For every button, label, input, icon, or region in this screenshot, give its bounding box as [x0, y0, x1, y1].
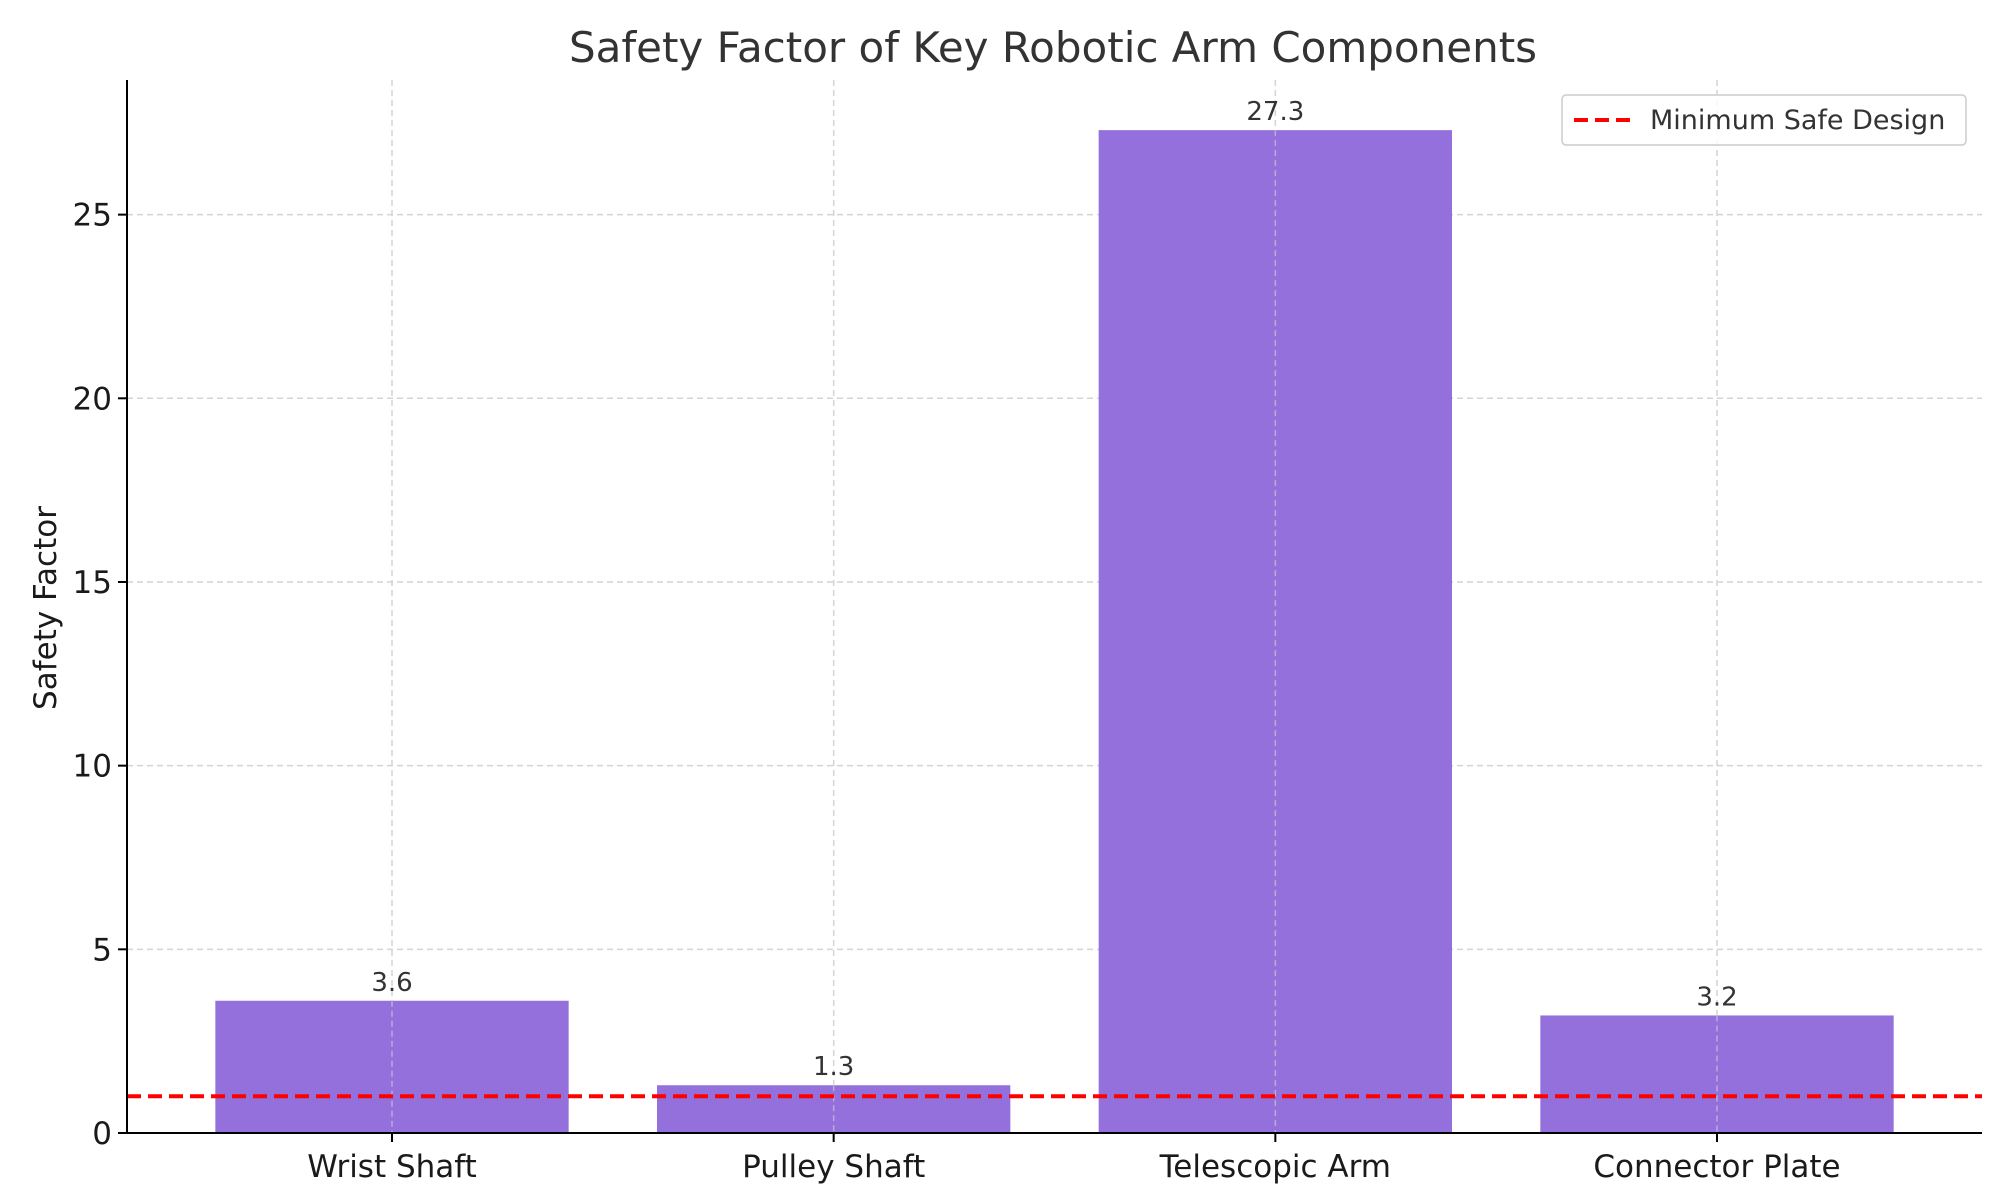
data-labels: 3.6 1.3 27.3 3.2 [371, 97, 1737, 1082]
y-tick-label: 10 [73, 749, 112, 785]
x-tick-label: Pulley Shaft [742, 1149, 925, 1185]
axes [118, 80, 1982, 1142]
y-tick-label: 5 [92, 932, 112, 968]
y-tick-label: 15 [73, 565, 112, 601]
chart-title: Safety Factor of Key Robotic Arm Compone… [569, 23, 1537, 72]
bar-value-label: 3.6 [371, 968, 412, 998]
y-tick-label: 20 [73, 381, 112, 417]
bar-value-label: 27.3 [1246, 97, 1304, 127]
legend-label: Minimum Safe Design [1650, 105, 1945, 136]
y-tick-label: 0 [92, 1116, 112, 1152]
x-tick-label: Wrist Shaft [307, 1149, 477, 1185]
bar-connector-plate [1540, 1015, 1894, 1133]
x-tick-label: Telescopic Arm [1159, 1149, 1391, 1185]
tick-labels: 0 5 10 15 20 25 Wrist Shaft Pulley Shaft Telesco… [73, 198, 1841, 1185]
bar-value-label: 3.2 [1696, 982, 1737, 1012]
x-tick-label: Connector Plate [1593, 1149, 1840, 1185]
legend-box [1561, 94, 1967, 146]
bar-value-label: 1.3 [813, 1052, 854, 1082]
bars [215, 130, 1894, 1134]
legend: Minimum Safe Design [1561, 94, 1967, 146]
y-tick-label: 25 [73, 198, 112, 234]
y-axis-label: Safety Factor [28, 506, 64, 710]
